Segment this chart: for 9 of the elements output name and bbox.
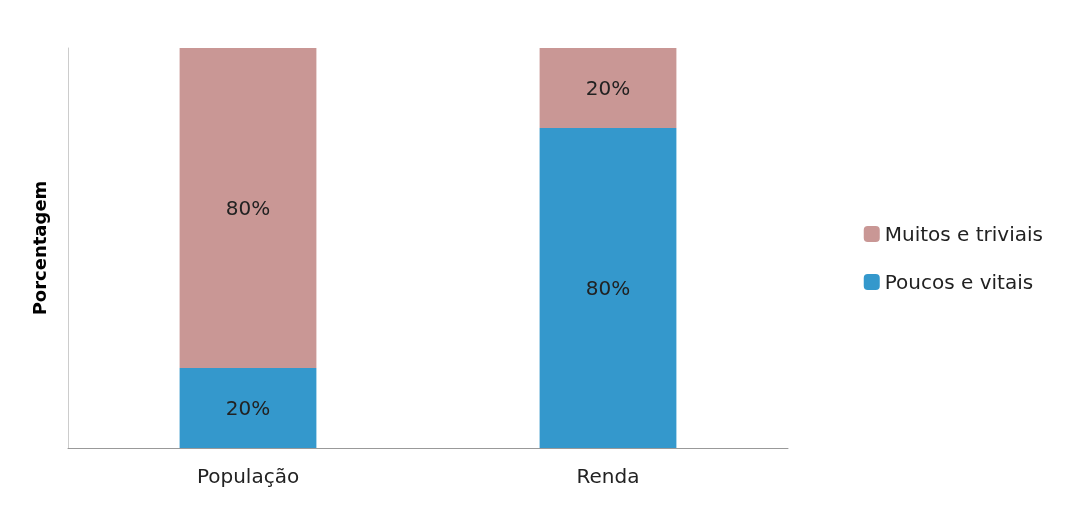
data-label: 80% [225,196,271,220]
x-tick-label: População [196,464,300,488]
legend-label: Poucos e vitais [884,270,1034,294]
data-label: 20% [585,76,631,100]
x-tick-label: Renda [576,464,640,488]
data-label: 80% [585,276,631,300]
y-axis-title: Porcentagem [28,180,50,316]
data-label: 20% [225,396,271,420]
legend-label: Muitos e triviais [884,222,1044,246]
